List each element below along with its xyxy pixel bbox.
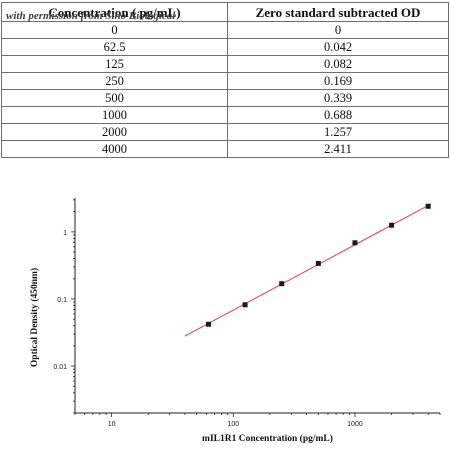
table-row: 125 0.082 [1, 55, 449, 73]
x-tick-label: 100 [227, 421, 239, 428]
y-axis-title: Optical Density (450nm) [29, 268, 40, 367]
standard-curve-table: Concentration ( pg/mL) with permission f… [1, 2, 449, 158]
data-points-layer [205, 203, 431, 327]
y-tick-label: 1 [63, 230, 67, 237]
data-point [315, 260, 321, 266]
cell-concentration: 62.5 [1, 38, 228, 56]
header-concentration: Concentration ( pg/mL) with permission f… [1, 2, 228, 22]
header-od: Zero standard subtracted OD [227, 2, 449, 22]
cell-od: 0 [227, 21, 449, 39]
cell-concentration: 250 [1, 72, 228, 90]
x-tick-label: 10 [108, 421, 116, 428]
data-point [352, 240, 358, 246]
data-point [425, 203, 431, 209]
cell-od: 1.257 [227, 123, 449, 141]
table-row: 500 0.339 [1, 89, 449, 107]
cell-od: 0.169 [227, 72, 449, 90]
data-point [242, 302, 248, 308]
y-tick-label: 0.01 [53, 364, 67, 371]
cell-od: 0.042 [227, 38, 449, 56]
table-row: 250 0.169 [1, 72, 449, 90]
table-row: 4000 2.411 [1, 140, 449, 158]
cell-concentration: 500 [1, 89, 228, 107]
cell-od: 0.688 [227, 106, 449, 124]
data-point [205, 321, 211, 327]
cell-od: 0.082 [227, 55, 449, 73]
standard-curve-table-container: Concentration ( pg/mL) with permission f… [1, 2, 449, 158]
table-row: 0 0 [1, 21, 449, 39]
axes-layer: 10 100 1000 0.01 0.1 1 [53, 198, 441, 428]
data-point [389, 222, 395, 228]
chart-canvas: 10 100 1000 0.01 0.1 1 mIL1R1 Concentration (… [29, 198, 441, 444]
cell-od: 0.339 [227, 89, 449, 107]
table-header-row: Concentration ( pg/mL) with permission f… [1, 2, 449, 22]
cell-concentration: 125 [1, 55, 228, 73]
cell-concentration: 1000 [1, 106, 228, 124]
table-row: 62.5 0.042 [1, 38, 449, 56]
table-row: 1000 0.688 [1, 106, 449, 124]
cell-concentration: 4000 [1, 140, 228, 158]
cell-concentration: 2000 [1, 123, 228, 141]
header-concentration-label: Concentration ( pg/mL) [48, 4, 181, 20]
standard-curve-chart: 10 100 1000 0.01 0.1 1 mIL1R1 Concentration (… [0, 190, 450, 453]
data-point [279, 281, 285, 287]
x-tick-label: 1000 [347, 421, 363, 428]
cell-od: 2.411 [227, 140, 449, 158]
table-row: 2000 1.257 [1, 123, 449, 141]
y-tick-label: 0.1 [57, 297, 67, 304]
cell-concentration: 0 [1, 21, 228, 39]
x-axis-title: mIL1R1 Concentration (pg/mL) [202, 433, 333, 444]
